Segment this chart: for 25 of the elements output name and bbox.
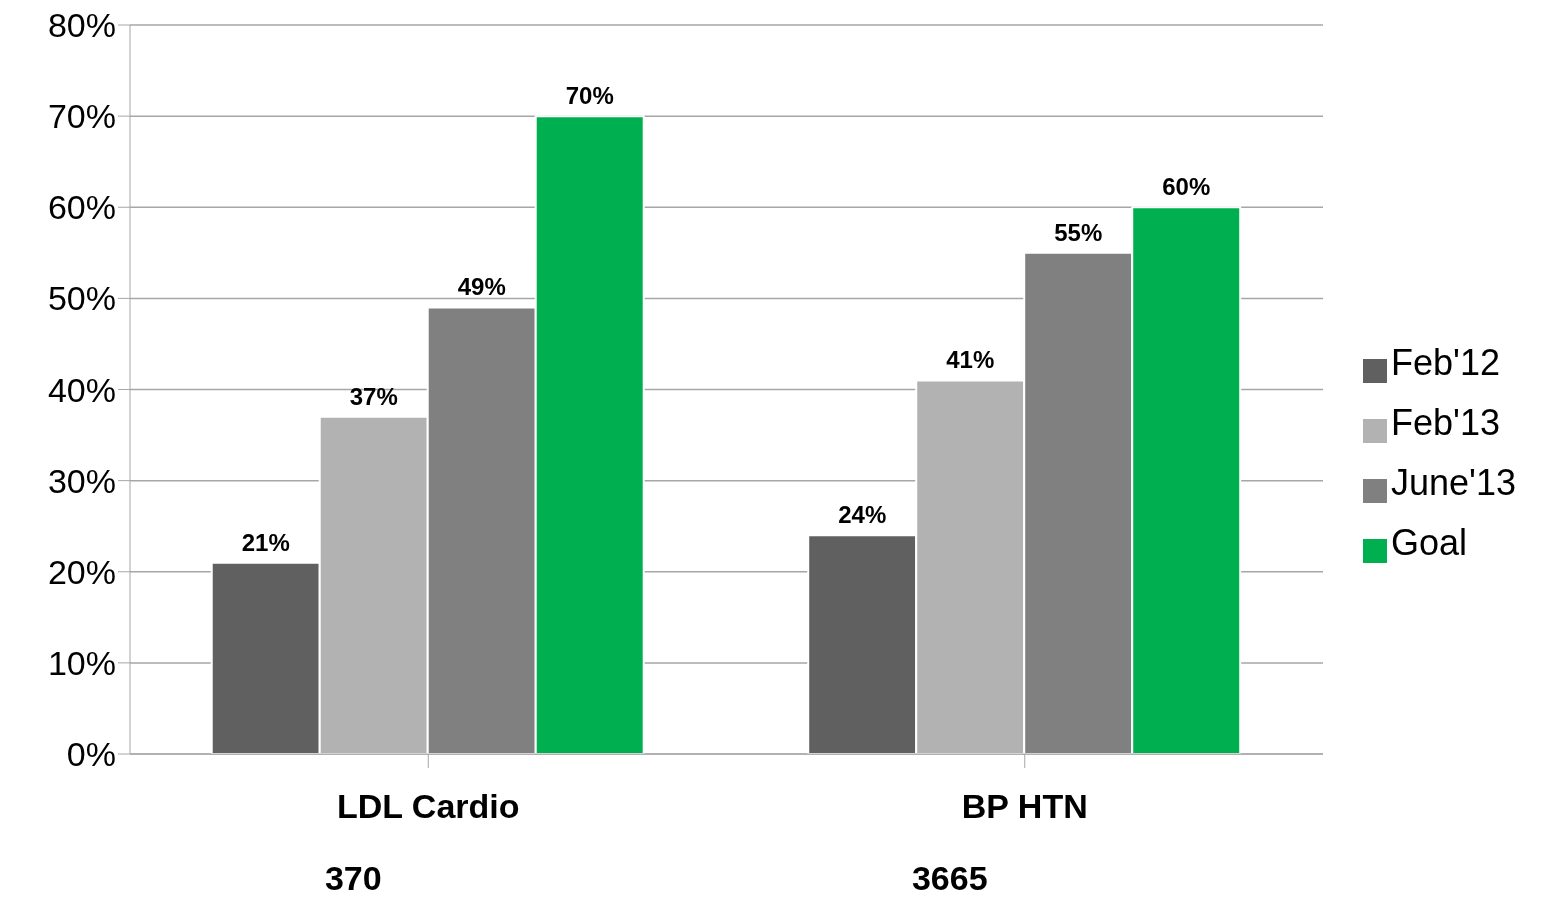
legend-label: Goal [1391, 522, 1468, 563]
data-label: 70% [565, 82, 614, 110]
y-tick-label: 10% [47, 643, 116, 682]
legend-label: June'13 [1391, 462, 1516, 503]
y-tick-label: 70% [47, 97, 116, 136]
y-tick-label: 20% [47, 552, 116, 591]
legend-label: Feb'13 [1391, 402, 1500, 443]
x-tick-label: LDL Cardio [336, 787, 520, 825]
data-label: 49% [457, 273, 506, 301]
y-tick-label: 0% [66, 735, 116, 774]
x-tick-label: BP HTN [961, 787, 1088, 825]
legend-label: Feb'12 [1391, 342, 1500, 383]
data-label: 60% [1162, 173, 1211, 201]
y-tick-label: 50% [47, 279, 116, 318]
y-tick-label: 40% [47, 370, 116, 409]
data-label: 37% [349, 382, 398, 410]
data-label: 41% [946, 346, 995, 374]
text: 3665 [911, 859, 988, 897]
data-label: 24% [838, 501, 887, 529]
y-tick-label: 30% [47, 461, 116, 500]
data-label: 21% [241, 528, 290, 556]
y-tick-label: 80% [47, 6, 116, 45]
text: 370 [324, 859, 382, 897]
data-label: 55% [1054, 218, 1103, 246]
y-tick-label: 60% [47, 188, 116, 227]
